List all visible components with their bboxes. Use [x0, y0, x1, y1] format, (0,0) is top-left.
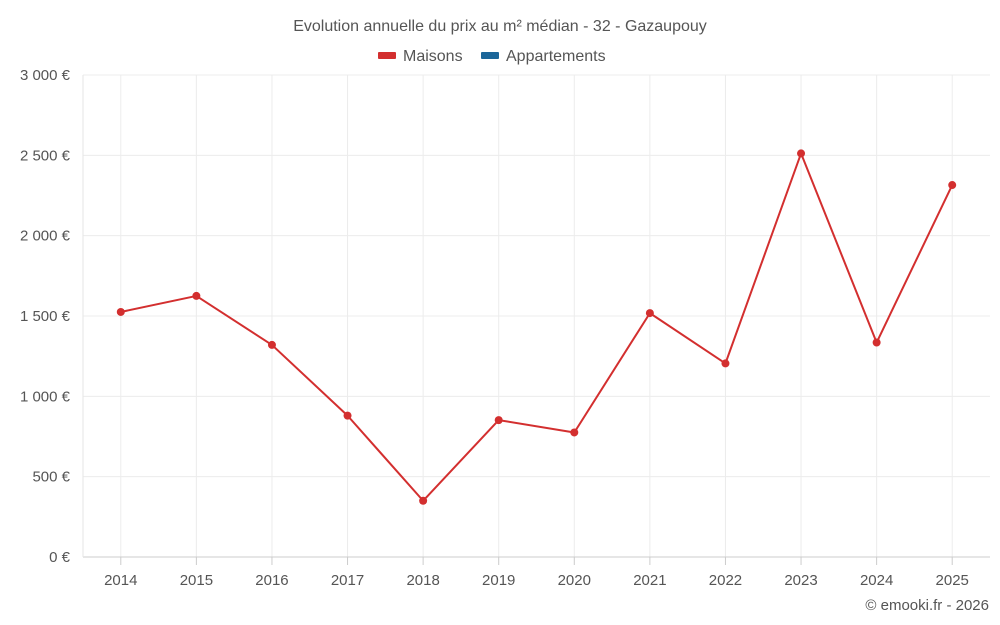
- x-tick-label: 2025: [936, 572, 969, 589]
- data-point-2017[interactable]: [343, 411, 352, 420]
- x-tick-label: 2022: [709, 572, 742, 589]
- legend-label-appartements: Appartements: [506, 48, 606, 65]
- legend-swatch-maisons: [378, 52, 396, 59]
- legend-item-appartements[interactable]: Appartements: [481, 48, 606, 65]
- chart-title: Evolution annuelle du prix au m² médian …: [293, 18, 707, 35]
- x-tick-label: 2023: [784, 572, 817, 589]
- y-tick-label: 500 €: [32, 469, 70, 486]
- axes: 0 € 500 € 1 000 € 1 500 € 2 000 € 2 500 € 3 00…: [20, 67, 990, 589]
- legend: Maisons Appartements: [378, 48, 606, 65]
- x-tick-label: 2020: [558, 572, 591, 589]
- x-tick-label: 2021: [633, 572, 666, 589]
- data-point-2018[interactable]: [419, 496, 428, 505]
- data-point-2014[interactable]: [116, 307, 125, 316]
- x-tick-label: 2018: [406, 572, 439, 589]
- y-tick-label: 0 €: [49, 549, 71, 566]
- credit-text: © emooki.fr - 2026: [865, 597, 989, 614]
- x-tick-label: 2024: [860, 572, 893, 589]
- y-tick-label: 1 500 €: [20, 308, 71, 325]
- x-tick-label: 2017: [331, 572, 364, 589]
- x-tick-label: 2015: [180, 572, 213, 589]
- data-point-2020[interactable]: [570, 428, 579, 437]
- data-point-2021[interactable]: [645, 309, 654, 318]
- series-maisons: [116, 149, 957, 505]
- data-point-2024[interactable]: [872, 338, 881, 347]
- x-tick-label: 2014: [104, 572, 137, 589]
- grid: [83, 74, 990, 557]
- x-tick-label: 2019: [482, 572, 515, 589]
- data-point-2023[interactable]: [797, 149, 806, 158]
- data-point-2025[interactable]: [948, 181, 957, 190]
- y-tick-label: 3 000 €: [20, 67, 71, 84]
- series-line-maisons: [120, 152, 954, 502]
- legend-swatch-appartements: [481, 52, 499, 59]
- y-tick-label: 1 000 €: [20, 388, 71, 405]
- y-tick-label: 2 000 €: [20, 228, 71, 245]
- x-tick-label: 2016: [255, 572, 288, 589]
- legend-label-maisons: Maisons: [403, 48, 463, 65]
- data-point-2015[interactable]: [192, 291, 201, 300]
- data-point-2022[interactable]: [721, 359, 730, 368]
- data-point-2019[interactable]: [494, 416, 503, 425]
- legend-item-maisons[interactable]: Maisons: [378, 48, 463, 65]
- y-tick-label: 2 500 €: [20, 147, 71, 164]
- data-point-2016[interactable]: [267, 340, 276, 349]
